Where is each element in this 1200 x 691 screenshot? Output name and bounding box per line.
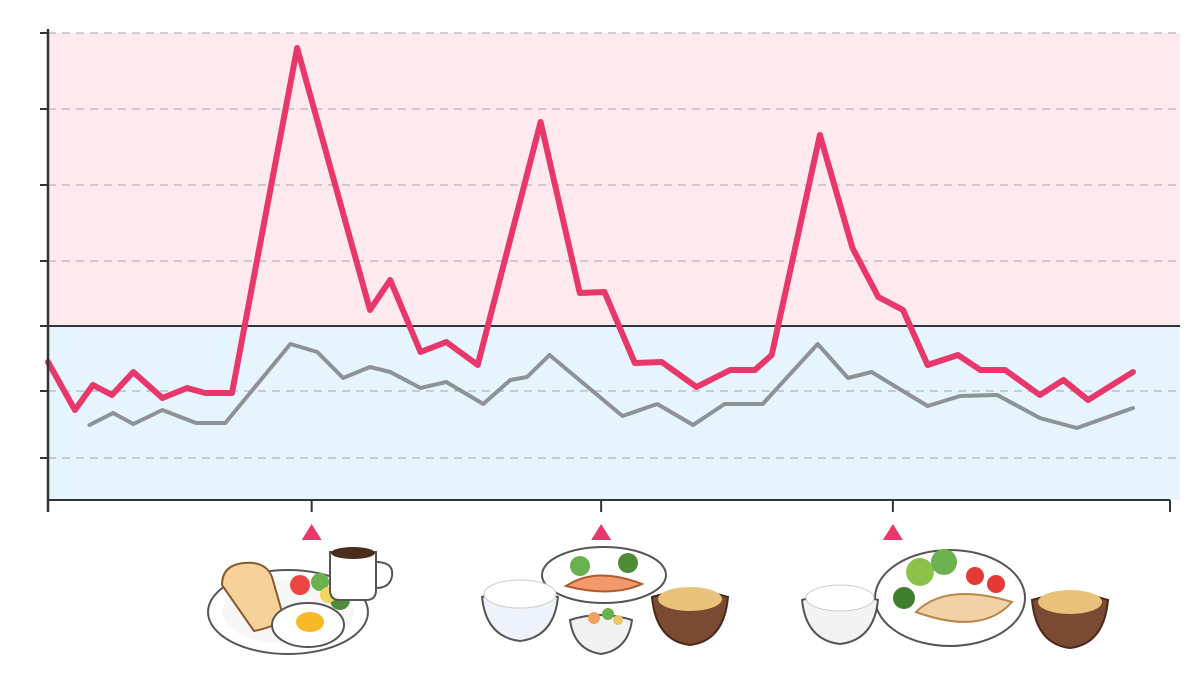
breakfast-illustration [207, 547, 394, 655]
series-line [87, 342, 1135, 430]
zone-below [48, 326, 1180, 500]
lunch-illustration [480, 546, 730, 656]
dinner-illustration [800, 549, 1110, 650]
meal-marker [301, 524, 322, 540]
meal-marker [882, 524, 903, 540]
meal-marker [591, 524, 612, 540]
series-line [45, 45, 1136, 413]
zone-above [48, 33, 1180, 326]
